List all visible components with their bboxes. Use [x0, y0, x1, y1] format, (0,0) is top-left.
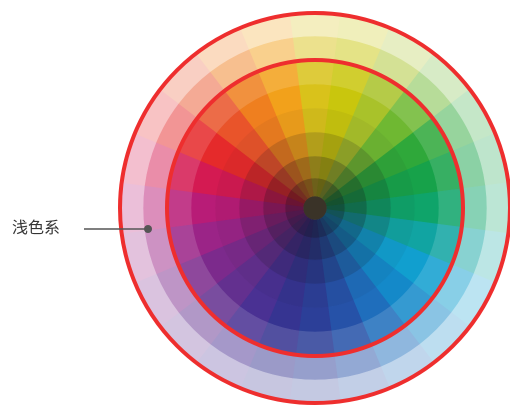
wheel-segment	[298, 306, 332, 333]
wheel-segment	[304, 131, 326, 157]
wheel-segment	[413, 191, 440, 225]
wheel-segment	[295, 330, 335, 357]
wheel-segment	[119, 182, 145, 234]
wheel-segment	[366, 197, 392, 219]
wheel-segment	[166, 188, 193, 228]
light-tone-outer-ring	[118, 11, 510, 405]
light-tone-label: 浅色系	[12, 218, 61, 237]
inner-ring	[165, 58, 465, 358]
wheel-center	[303, 196, 327, 220]
wheel-segment	[298, 83, 332, 110]
wheel-segment	[461, 185, 488, 231]
wheel-segment	[289, 378, 341, 404]
wheel-segment	[304, 259, 326, 285]
wheel-segment	[190, 191, 217, 225]
wheel-segment	[289, 12, 341, 38]
wheel-segment	[238, 197, 264, 219]
wheel-segment	[301, 107, 329, 133]
wheel-segment	[292, 354, 338, 381]
wheel-segment	[295, 59, 335, 86]
wheel-segment	[437, 188, 464, 228]
wheel-segment	[390, 194, 416, 222]
wheel-segment	[214, 194, 240, 222]
callout-dot	[144, 225, 152, 233]
wheel-segment	[301, 283, 329, 309]
wheel-segment	[485, 182, 510, 234]
wheel-segment	[142, 185, 169, 231]
wheel-segment	[292, 35, 338, 62]
